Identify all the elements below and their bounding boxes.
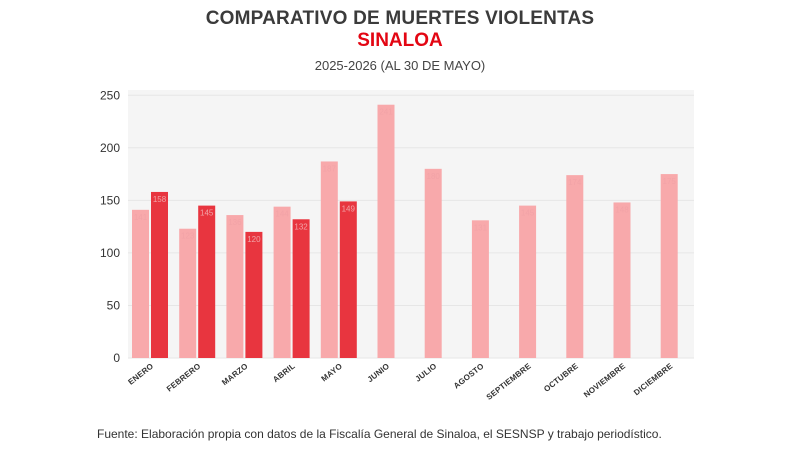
bar-enero-series-1 bbox=[132, 209, 149, 358]
bar-diciembre-series-1 bbox=[660, 174, 678, 358]
source-note: Fuente: Elaboración propia con datos de … bbox=[97, 427, 662, 441]
bar-value-label: 148 bbox=[615, 205, 629, 214]
bar-abril-series-2 bbox=[292, 219, 310, 358]
bar-noviembre-series-1 bbox=[613, 202, 631, 358]
x-category-label: OCTUBRE bbox=[542, 361, 580, 394]
bar-value-label: 241 bbox=[379, 108, 393, 117]
bar-octubre-series-1 bbox=[566, 175, 584, 358]
x-category-label: NOVIEMBRE bbox=[582, 361, 628, 399]
bar-septiembre-series-1 bbox=[519, 205, 537, 358]
chart-title: COMPARATIVO DE MUERTES VIOLENTAS bbox=[205, 8, 595, 29]
x-category-label: MAYO bbox=[320, 361, 345, 383]
bar-marzo-series-2 bbox=[245, 231, 263, 358]
bars: 141 158 123 145 136 120 144 132 187 149 241 180 131 1… bbox=[132, 104, 678, 359]
chart-period: 2025-2026 (AL 30 DE MAYO) bbox=[314, 58, 486, 73]
x-category-label: ENERO bbox=[126, 361, 155, 386]
bar-febrero-series-2 bbox=[198, 205, 216, 358]
x-category-label: DICIEMBRE bbox=[632, 361, 675, 397]
bar-value-label: 120 bbox=[247, 235, 261, 244]
bar-marzo-series-1 bbox=[226, 215, 244, 358]
y-tick-label: 200 bbox=[100, 141, 120, 155]
y-tick-label: 150 bbox=[100, 193, 120, 207]
bar-value-label: 145 bbox=[200, 209, 214, 218]
bar-value-label: 180 bbox=[427, 172, 441, 181]
x-category-label: AGOSTO bbox=[452, 361, 486, 390]
chart-subtitle: SINALOA bbox=[357, 30, 443, 51]
y-tick-label: 100 bbox=[100, 246, 120, 260]
bar-mayo-series-2 bbox=[339, 201, 357, 358]
y-axis-ticks: 0 50 100 150 200 250 bbox=[100, 88, 120, 365]
y-tick-label: 0 bbox=[113, 351, 120, 365]
bar-febrero-series-1 bbox=[179, 228, 197, 358]
x-axis-categories: ENERO FEBRERO MARZO ABRIL MAYO JUNIO JULIO AGOS… bbox=[126, 361, 674, 402]
bar-value-label: 144 bbox=[275, 210, 289, 219]
bar-value-label: 187 bbox=[323, 164, 337, 173]
bar-value-label: 131 bbox=[474, 223, 488, 232]
bar-abril-series-1 bbox=[273, 206, 291, 358]
bar-value-label: 123 bbox=[181, 232, 195, 241]
x-category-label: JUNIO bbox=[366, 361, 392, 384]
x-category-label: MARZO bbox=[220, 361, 249, 387]
bar-value-label: 136 bbox=[228, 218, 242, 227]
bar-junio-series-1 bbox=[377, 104, 395, 359]
bar-julio-series-1 bbox=[424, 168, 442, 358]
bar-value-label: 141 bbox=[134, 213, 148, 222]
bar-agosto-series-1 bbox=[471, 220, 489, 358]
bar-value-label: 149 bbox=[342, 204, 356, 213]
bar-value-label: 145 bbox=[521, 209, 535, 218]
plot-background bbox=[128, 90, 694, 358]
bar-value-label: 174 bbox=[568, 178, 582, 187]
x-category-label: ABRIL bbox=[271, 361, 297, 384]
bar-value-label: 132 bbox=[294, 222, 308, 231]
bar-enero-series-2 bbox=[151, 191, 168, 358]
bar-value-label: 175 bbox=[663, 177, 677, 186]
x-category-label: SEPTIEMBRE bbox=[485, 361, 533, 402]
gridlines bbox=[128, 94, 694, 359]
bar-mayo-series-1 bbox=[320, 161, 338, 358]
y-tick-label: 250 bbox=[100, 88, 120, 102]
x-category-label: JULIO bbox=[414, 361, 439, 383]
y-tick-label: 50 bbox=[107, 298, 121, 312]
bar-value-label: 158 bbox=[153, 195, 167, 204]
x-category-label: FEBRERO bbox=[165, 361, 202, 393]
